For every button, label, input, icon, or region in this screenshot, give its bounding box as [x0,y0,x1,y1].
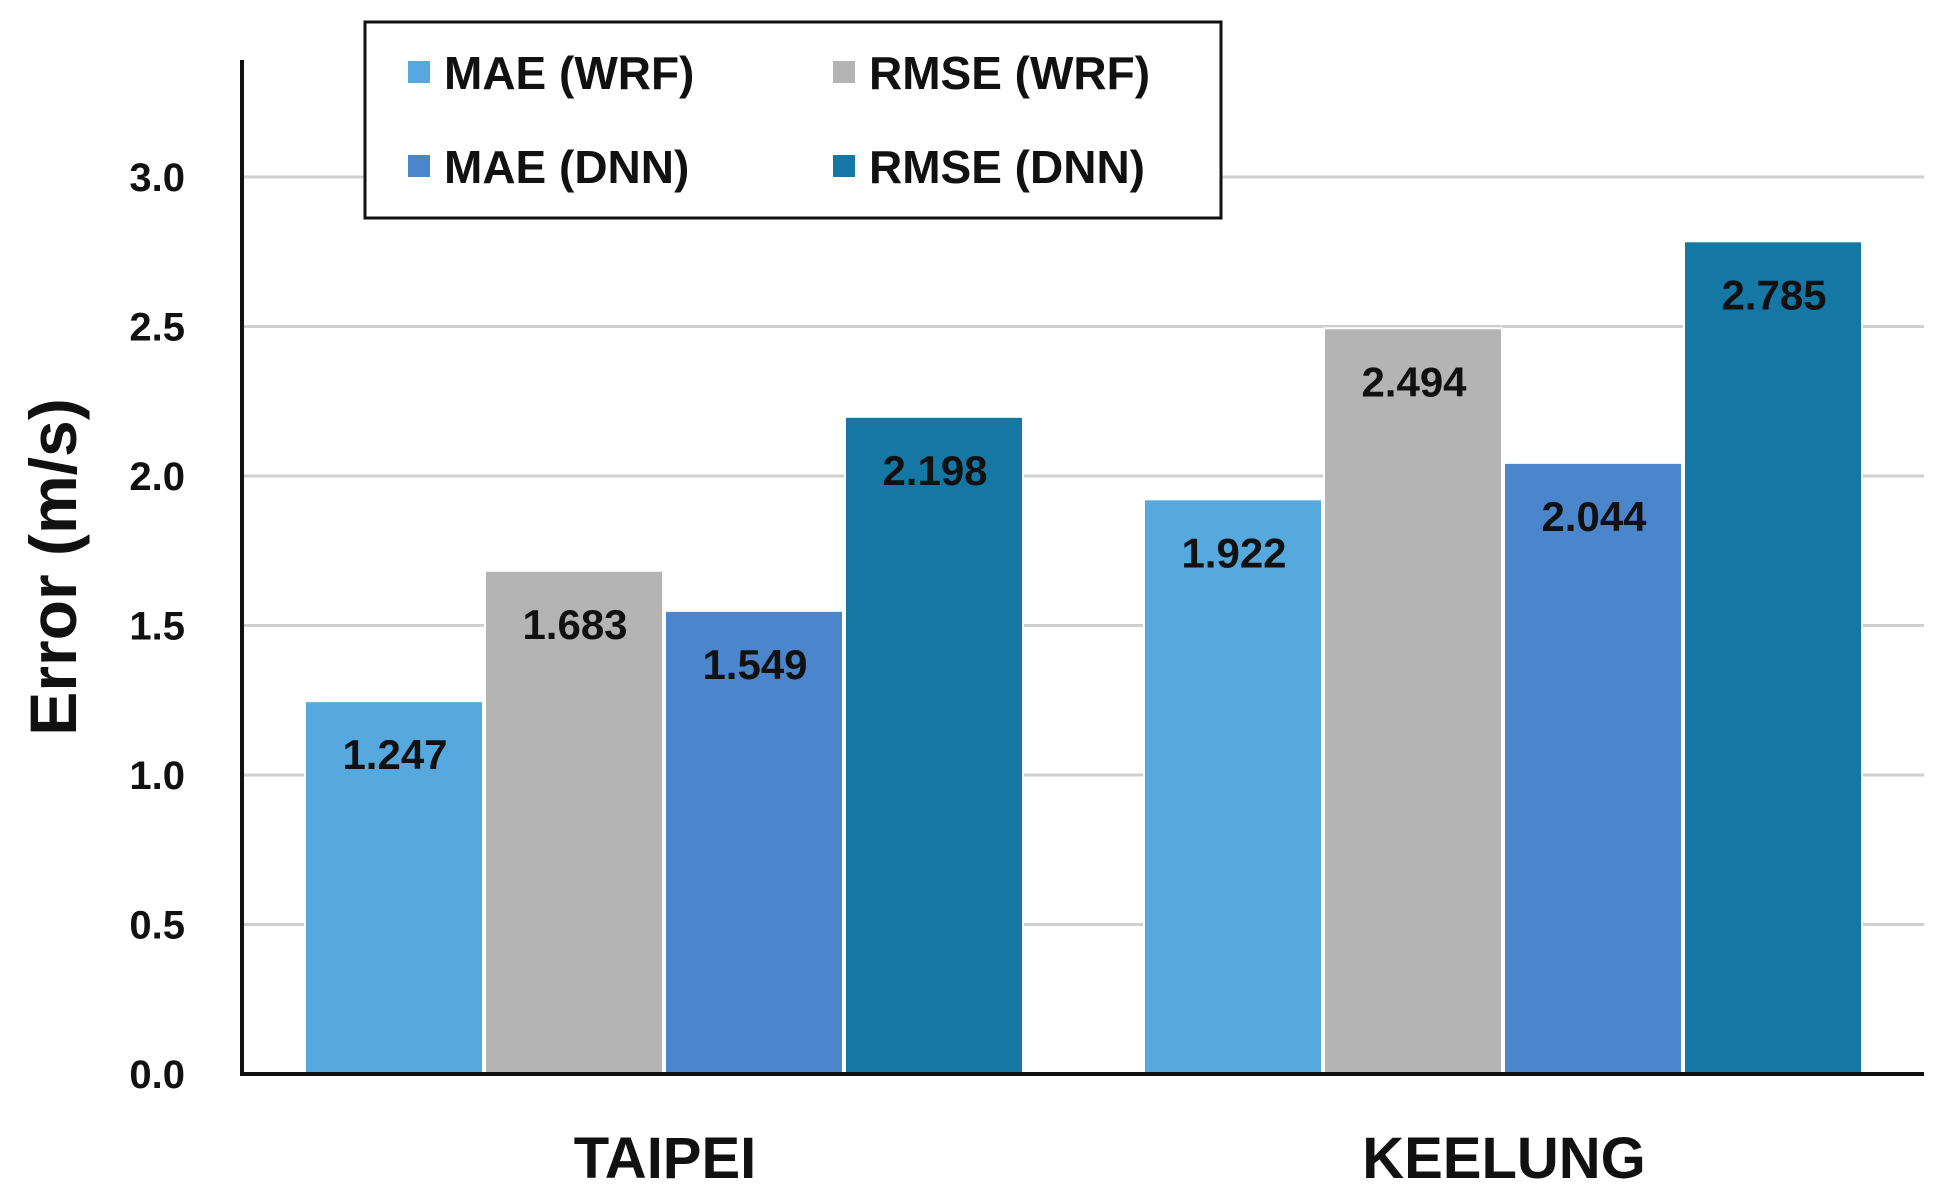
bar [1143,498,1323,1075]
category-labels: TAIPEI KEELUNG [574,1126,1646,1191]
legend-swatch [408,61,430,83]
y-tick-label: 2.0 [129,455,185,499]
bar [844,415,1024,1076]
category-label: KEELUNG [1362,1126,1646,1191]
y-axis-label: Error (m/s) [16,398,90,735]
y-tick-labels: 0.0 0.5 1.0 1.5 2.0 2.5 3.0 [129,156,185,1097]
data-label: 2.494 [1361,358,1467,405]
bar [1503,461,1683,1075]
axes [240,60,1924,1076]
data-label: 2.044 [1541,493,1647,540]
legend-swatch [833,61,855,83]
legend-entry: RMSE (WRF) [869,47,1150,99]
bar [1323,327,1503,1075]
data-label: 2.785 [1721,271,1826,318]
legend-entry: MAE (DNN) [444,141,689,193]
legend-swatch [833,155,855,177]
bars [304,240,1863,1076]
data-label: 1.683 [522,601,627,648]
legend: MAE (WRF) RMSE (WRF) MAE (DNN) RMSE (DNN) [363,20,1223,220]
data-label: 2.198 [882,447,987,494]
y-tick-label: 2.5 [129,306,185,350]
bar [1683,240,1863,1076]
data-label: 1.549 [702,641,807,688]
legend-entry: MAE (WRF) [444,47,694,99]
y-tick-label: 1.0 [129,754,185,798]
legend-box [363,20,1223,220]
data-label: 1.922 [1181,529,1286,576]
y-tick-label: 0.0 [129,1053,185,1097]
category-label: TAIPEI [574,1126,757,1191]
data-labels: 1.247 1.683 1.549 2.198 1.922 2.494 2.044 2.785 [342,271,1826,778]
y-tick-label: 3.0 [129,156,185,200]
bar [664,609,844,1075]
y-tick-label: 1.5 [129,605,185,649]
data-label: 1.247 [342,731,447,778]
legend-swatch [408,155,430,177]
bar [484,569,664,1076]
y-tick-label: 0.5 [129,904,185,948]
legend-entry: RMSE (DNN) [869,141,1145,193]
